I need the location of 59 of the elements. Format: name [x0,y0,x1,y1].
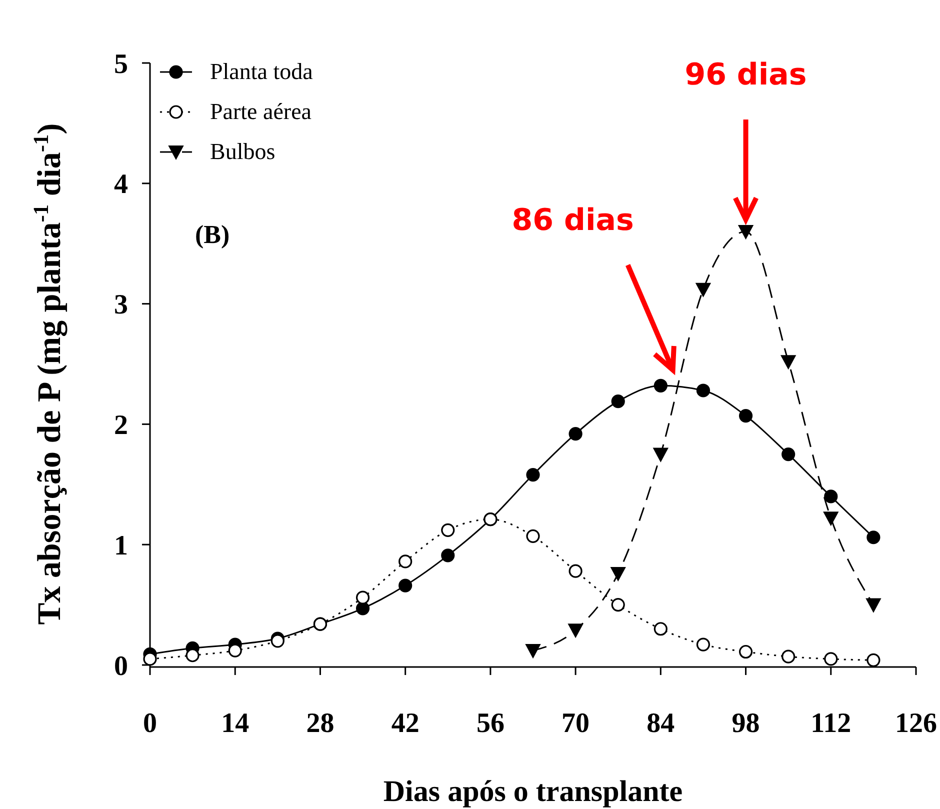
point [780,355,796,370]
legend-label: Parte aérea [210,99,312,124]
y-tick-label: 4 [114,169,128,200]
point [356,602,370,616]
x-tick-label: 84 [646,708,675,739]
x-tick-label: 98 [732,708,760,739]
point [738,408,753,423]
y-tick-label: 2 [114,410,128,441]
point [866,530,880,544]
point [696,638,710,652]
point [823,512,838,526]
legend-label: Bulbos [210,139,276,164]
point [441,523,455,537]
x-tick-label: 0 [143,708,157,739]
x-tick-label: 70 [562,708,590,739]
point [653,448,668,462]
point [611,394,625,408]
point [526,529,540,543]
point [568,427,582,441]
point [654,622,668,636]
x-tick-label: 112 [810,708,852,739]
x-tick-label: 42 [391,708,420,739]
point [824,490,838,504]
annotation: 96 dias [684,58,807,93]
x-tick-label: 126 [895,708,937,739]
point [526,644,540,658]
point [568,564,582,578]
point [654,378,668,392]
y-tick-label: 1 [114,530,128,562]
point [782,650,796,664]
point [738,225,754,240]
annotation: (B) [195,220,230,249]
point [398,554,412,568]
y-tick-label: 3 [114,290,128,321]
x-axis-title: Dias após o transplante [383,775,683,808]
point [782,448,796,462]
y-tick-label: 5 [114,48,128,80]
point [866,598,881,612]
point [441,548,455,562]
y-tick-label: 0 [114,650,128,682]
point [696,282,711,297]
point [866,653,880,667]
x-tick-label: 56 [476,708,504,739]
x-tick-label: 14 [221,708,250,739]
point [526,468,540,482]
point [228,644,242,658]
point [186,648,200,662]
point [610,566,626,581]
x-tick-label: 28 [306,708,334,739]
point [270,634,284,648]
point [696,384,710,398]
point [356,590,370,604]
point [611,598,625,612]
point [398,578,412,592]
point [568,624,584,638]
annotation: 86 dias [512,203,634,238]
legend-label: Planta toda [210,59,313,84]
point [824,652,838,666]
point [738,644,753,659]
